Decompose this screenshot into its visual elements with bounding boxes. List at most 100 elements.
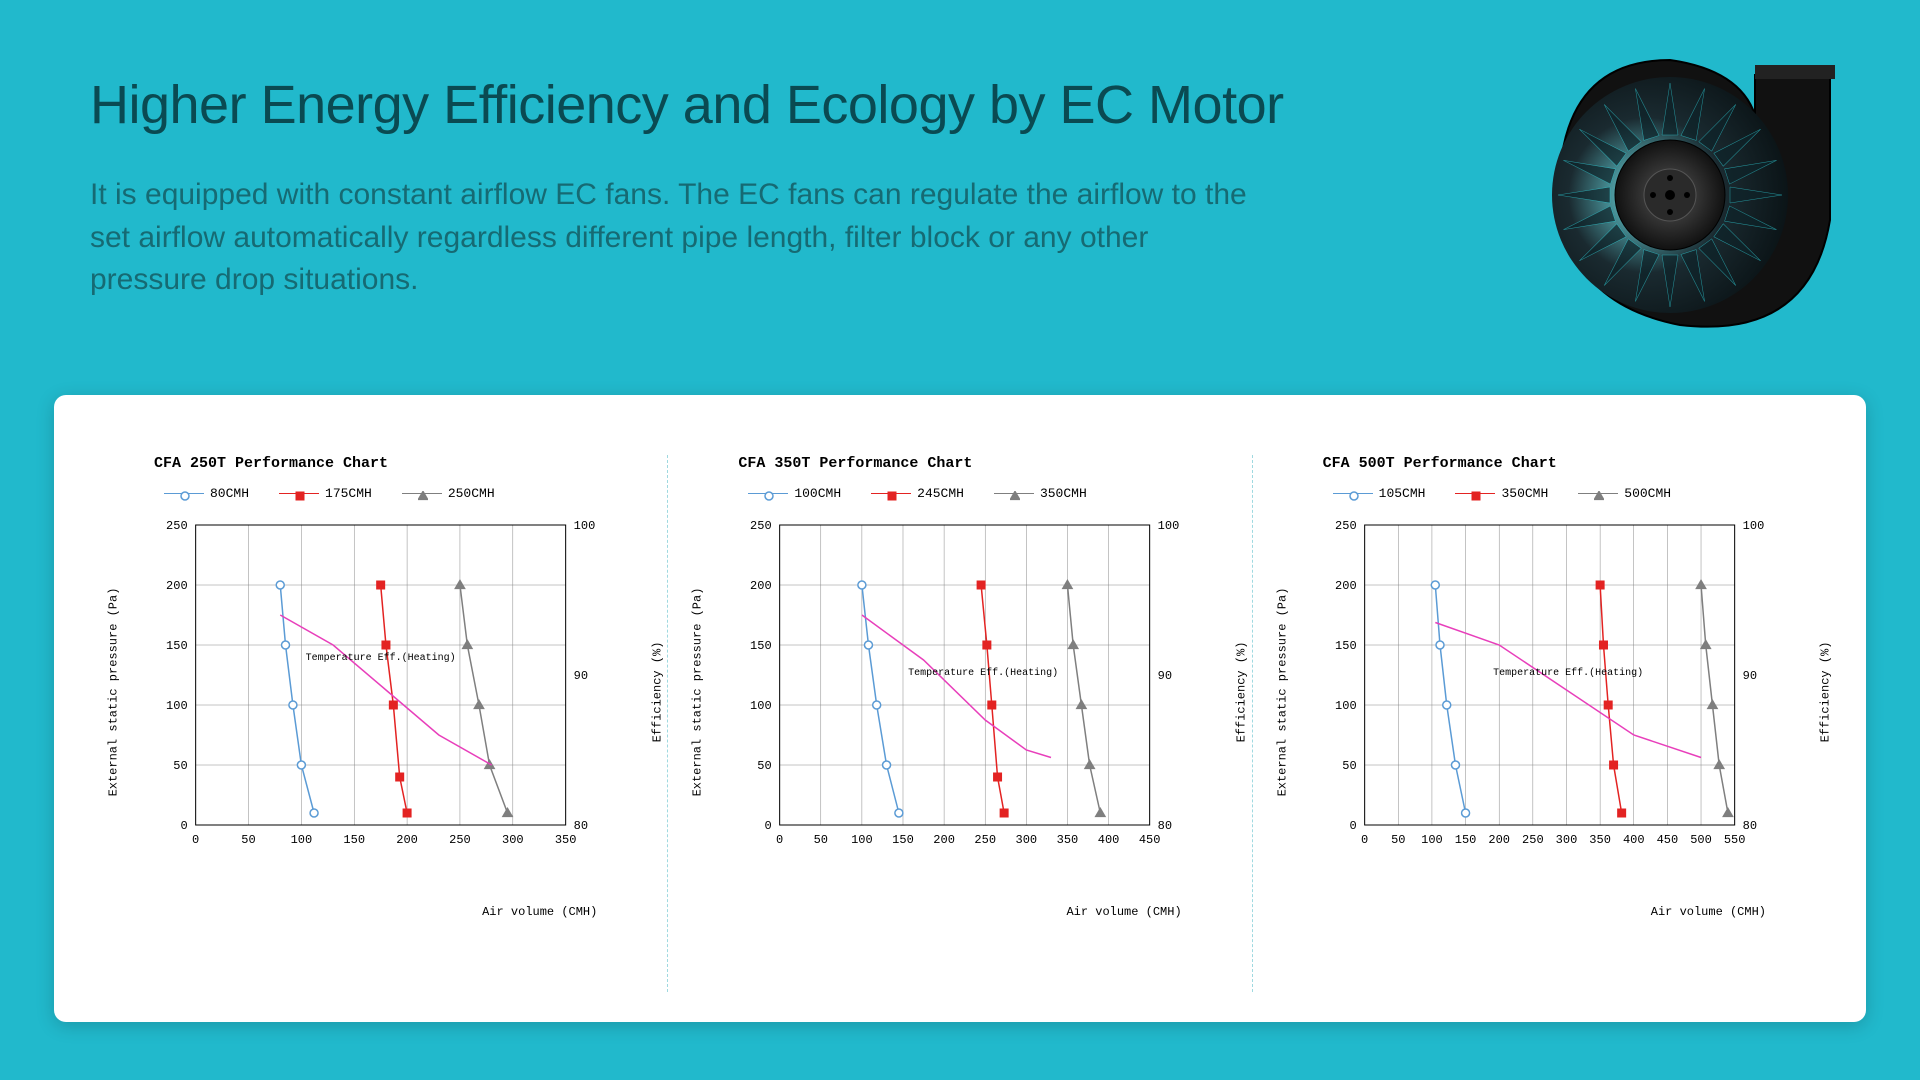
- svg-text:250: 250: [1522, 833, 1544, 847]
- chart-cell-1: CFA 350T Performance Chart 100CMH 245CMH…: [667, 455, 1251, 992]
- svg-text:300: 300: [502, 833, 524, 847]
- y-axis-right-label: Efficiency (%): [650, 642, 664, 743]
- svg-text:50: 50: [173, 759, 187, 773]
- svg-text:300: 300: [1016, 833, 1038, 847]
- svg-text:80: 80: [1742, 819, 1756, 833]
- legend-label: 105CMH: [1379, 486, 1426, 501]
- y-axis-left-label: External static pressure (Pa): [1275, 588, 1289, 797]
- svg-text:200: 200: [1488, 833, 1510, 847]
- legend-label: 350CMH: [1040, 486, 1087, 501]
- svg-text:150: 150: [166, 639, 188, 653]
- legend-item: 175CMH: [279, 486, 372, 501]
- svg-text:400: 400: [1098, 833, 1120, 847]
- chart-legend: 105CMH 350CMH 500CMH: [1333, 486, 1816, 501]
- svg-text:Temperature Eff.(Heating): Temperature Eff.(Heating): [908, 667, 1058, 679]
- legend-label: 350CMH: [1501, 486, 1548, 501]
- svg-text:50: 50: [1342, 759, 1356, 773]
- legend-item: 250CMH: [402, 486, 495, 501]
- chart-title: CFA 350T Performance Chart: [738, 455, 1231, 472]
- svg-text:100: 100: [574, 519, 596, 533]
- legend-item: 500CMH: [1578, 486, 1671, 501]
- svg-text:150: 150: [1454, 833, 1476, 847]
- legend-item: 350CMH: [1455, 486, 1548, 501]
- svg-text:100: 100: [1158, 519, 1180, 533]
- svg-text:0: 0: [1349, 819, 1356, 833]
- y-axis-left-label: External static pressure (Pa): [106, 588, 120, 797]
- svg-text:150: 150: [893, 833, 915, 847]
- svg-text:100: 100: [291, 833, 313, 847]
- legend-label: 250CMH: [448, 486, 495, 501]
- svg-text:0: 0: [776, 833, 783, 847]
- svg-text:50: 50: [814, 833, 828, 847]
- chart-plot: External static pressure (Pa)Efficiency …: [688, 515, 1231, 895]
- svg-text:100: 100: [1421, 833, 1443, 847]
- svg-text:90: 90: [1742, 669, 1756, 683]
- charts-panel: CFA 250T Performance Chart 80CMH 175CMH …: [54, 395, 1866, 1022]
- svg-text:350: 350: [1589, 833, 1611, 847]
- svg-text:400: 400: [1623, 833, 1645, 847]
- legend-item: 80CMH: [164, 486, 249, 501]
- svg-text:550: 550: [1724, 833, 1746, 847]
- svg-text:250: 250: [449, 833, 471, 847]
- chart-title: CFA 250T Performance Chart: [154, 455, 647, 472]
- svg-text:Temperature Eff.(Heating): Temperature Eff.(Heating): [1493, 667, 1643, 679]
- svg-text:0: 0: [180, 819, 187, 833]
- svg-text:90: 90: [574, 669, 588, 683]
- svg-text:100: 100: [750, 699, 772, 713]
- legend-item: 105CMH: [1333, 486, 1426, 501]
- svg-text:100: 100: [1742, 519, 1764, 533]
- chart-plot: External static pressure (Pa)Efficiency …: [1273, 515, 1816, 895]
- svg-text:90: 90: [1158, 669, 1172, 683]
- legend-label: 80CMH: [210, 486, 249, 501]
- svg-text:200: 200: [1335, 579, 1357, 593]
- svg-text:0: 0: [1361, 833, 1368, 847]
- svg-text:450: 450: [1656, 833, 1678, 847]
- svg-text:500: 500: [1690, 833, 1712, 847]
- svg-text:50: 50: [1391, 833, 1405, 847]
- x-axis-label: Air volume (CMH): [1273, 905, 1816, 919]
- y-axis-right-label: Efficiency (%): [1234, 642, 1248, 743]
- chart-title: CFA 500T Performance Chart: [1323, 455, 1816, 472]
- legend-label: 100CMH: [794, 486, 841, 501]
- chart-legend: 100CMH 245CMH 350CMH: [748, 486, 1231, 501]
- legend-item: 245CMH: [871, 486, 964, 501]
- svg-text:450: 450: [1139, 833, 1161, 847]
- svg-text:250: 250: [975, 833, 997, 847]
- legend-label: 500CMH: [1624, 486, 1671, 501]
- svg-text:200: 200: [166, 579, 188, 593]
- x-axis-label: Air volume (CMH): [688, 905, 1231, 919]
- svg-text:250: 250: [750, 519, 772, 533]
- chart-plot: External static pressure (Pa)Efficiency …: [104, 515, 647, 895]
- svg-text:50: 50: [758, 759, 772, 773]
- svg-text:150: 150: [1335, 639, 1357, 653]
- svg-text:200: 200: [934, 833, 956, 847]
- svg-text:100: 100: [1335, 699, 1357, 713]
- svg-text:80: 80: [574, 819, 588, 833]
- legend-label: 175CMH: [325, 486, 372, 501]
- chart-legend: 80CMH 175CMH 250CMH: [164, 486, 647, 501]
- page-description: It is equipped with constant airflow EC …: [90, 174, 1270, 302]
- svg-text:300: 300: [1555, 833, 1577, 847]
- svg-text:250: 250: [166, 519, 188, 533]
- svg-text:250: 250: [1335, 519, 1357, 533]
- x-axis-label: Air volume (CMH): [104, 905, 647, 919]
- svg-text:350: 350: [1057, 833, 1079, 847]
- ec-fan-illustration: [1530, 40, 1850, 360]
- svg-text:Temperature Eff.(Heating): Temperature Eff.(Heating): [306, 652, 456, 664]
- svg-text:50: 50: [241, 833, 255, 847]
- svg-text:200: 200: [396, 833, 418, 847]
- svg-text:150: 150: [750, 639, 772, 653]
- svg-text:200: 200: [750, 579, 772, 593]
- svg-text:350: 350: [555, 833, 577, 847]
- svg-text:0: 0: [192, 833, 199, 847]
- svg-text:100: 100: [166, 699, 188, 713]
- chart-cell-0: CFA 250T Performance Chart 80CMH 175CMH …: [84, 455, 667, 992]
- legend-label: 245CMH: [917, 486, 964, 501]
- svg-text:0: 0: [765, 819, 772, 833]
- svg-text:100: 100: [851, 833, 873, 847]
- chart-cell-2: CFA 500T Performance Chart 105CMH 350CMH…: [1252, 455, 1836, 992]
- legend-item: 350CMH: [994, 486, 1087, 501]
- y-axis-right-label: Efficiency (%): [1819, 642, 1833, 743]
- legend-item: 100CMH: [748, 486, 841, 501]
- svg-text:80: 80: [1158, 819, 1172, 833]
